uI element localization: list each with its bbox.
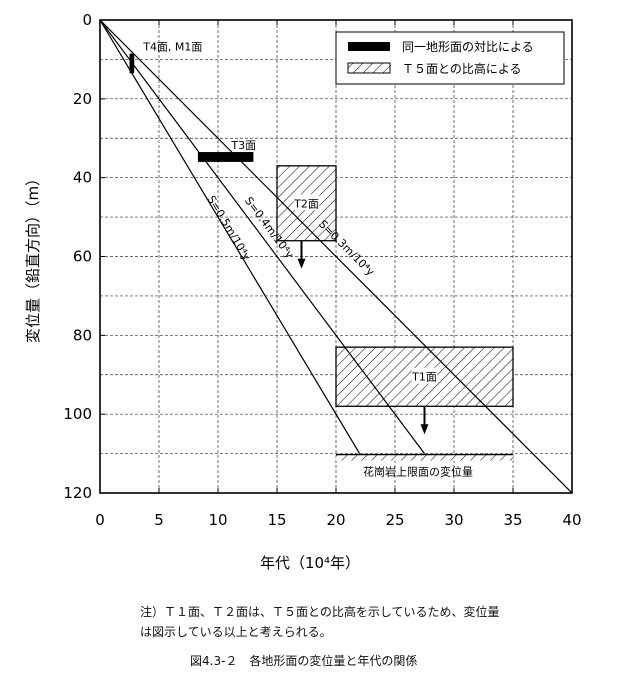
hatched-region	[276, 165, 337, 242]
x-tick-label: 10	[208, 511, 227, 529]
x-tick-label: 20	[326, 511, 345, 529]
note-line-1: 注）Ｔ１面、Ｔ２面は、Ｔ５面との比高を示しているため、変位量	[140, 605, 500, 619]
legend-label: Ｔ５面との比高による	[402, 61, 522, 76]
region-arrow-head	[420, 424, 429, 435]
x-tick-label: 30	[444, 511, 463, 529]
x-axis-label: 年代（10⁴年）	[260, 554, 360, 572]
tick-labels: 0 5 10 15 20 25 30 35 40 0 20 40 60 80 100 120	[63, 11, 581, 529]
y-tick-label: 0	[82, 11, 92, 29]
region-label: T2面	[293, 197, 319, 210]
region-label-bg	[411, 367, 438, 384]
marker-label: T3面	[230, 139, 256, 152]
legend-swatch-hatched	[347, 62, 391, 74]
marker-label: T4面, M1面	[142, 41, 202, 54]
x-tick-label: 40	[562, 511, 581, 529]
x-tick-label: 5	[154, 511, 164, 529]
y-tick-label: 40	[73, 169, 92, 187]
baseline-hatch	[336, 454, 513, 461]
x-tick-label: 35	[503, 511, 522, 529]
series-line	[100, 20, 425, 454]
region-arrow-head	[297, 258, 306, 269]
figure-caption: 図4.3-２ 各地形面の変位量と年代の関係	[190, 654, 418, 668]
y-tick-label: 60	[73, 248, 92, 266]
series-label: S=0.3m/10⁴y	[316, 218, 377, 279]
y-tick-label: 80	[73, 326, 92, 344]
series-line	[100, 20, 572, 493]
baseline-label: 花崗岩上限面の変位量	[363, 465, 473, 479]
note-line-2: は図示している以上と考えられる。	[140, 625, 332, 639]
region-label-bg	[293, 194, 320, 211]
solid-marker	[197, 152, 254, 162]
legend: 同一地形面の対比による Ｔ５面との比高による	[335, 31, 565, 85]
y-tick-label: 100	[63, 405, 92, 423]
legend-box	[335, 31, 565, 85]
series-line	[100, 20, 361, 454]
region-label: T1面	[411, 371, 437, 384]
y-axis-label: 変位量（鉛直方向）（m）	[24, 171, 42, 343]
y-tick-label: 120	[63, 484, 92, 502]
x-tick-label: 0	[95, 511, 105, 529]
x-tick-label: 15	[267, 511, 286, 529]
y-tick-label: 20	[73, 90, 92, 108]
series-lines	[100, 20, 572, 493]
x-tick-label: 25	[385, 511, 404, 529]
legend-label: 同一地形面の対比による	[402, 40, 534, 54]
legend-swatch-solid	[348, 42, 390, 51]
